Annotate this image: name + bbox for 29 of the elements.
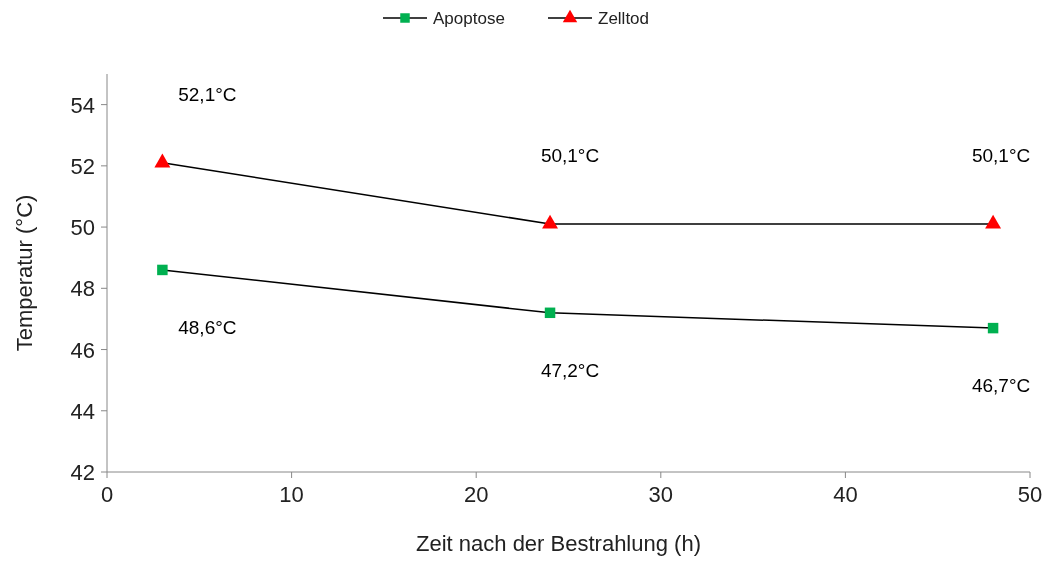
x-tick-label: 40 (833, 482, 858, 507)
x-tick-label: 0 (100, 482, 114, 507)
data-label: 50,1°C (971, 145, 1031, 167)
legend-label: Apoptose (433, 9, 505, 28)
y-tick-label: 52 (70, 153, 95, 179)
point (542, 214, 559, 229)
y-tick-label: 50 (70, 215, 95, 241)
y-tick-label: 42 (70, 460, 95, 485)
y-axis-title: Temperatur (°C) (12, 194, 37, 352)
data-label: 47,2°C (540, 359, 600, 381)
data-label: 46,7°C (971, 375, 1031, 397)
data-label: 48,6°C (178, 316, 237, 338)
x-axis-title: Zeit nach der Bestrahlung (h) (416, 531, 701, 556)
y-tick-label: 54 (70, 92, 95, 118)
point (154, 153, 171, 168)
data-label: 52,1°C (178, 83, 237, 105)
x-tick-label: 10 (279, 482, 304, 507)
point (544, 307, 556, 319)
x-tick-label: 20 (463, 482, 489, 507)
y-tick-label: 44 (70, 398, 95, 424)
legend-label: Zelltod (598, 9, 650, 28)
point (985, 214, 1002, 229)
point (987, 322, 999, 334)
x-tick-label: 30 (648, 482, 674, 507)
y-tick-label: 46 (70, 337, 95, 363)
y-tick-label: 48 (70, 276, 95, 302)
data-label: 50,1°C (540, 145, 600, 167)
x-tick-label: 50 (1017, 482, 1043, 507)
point (157, 264, 168, 276)
